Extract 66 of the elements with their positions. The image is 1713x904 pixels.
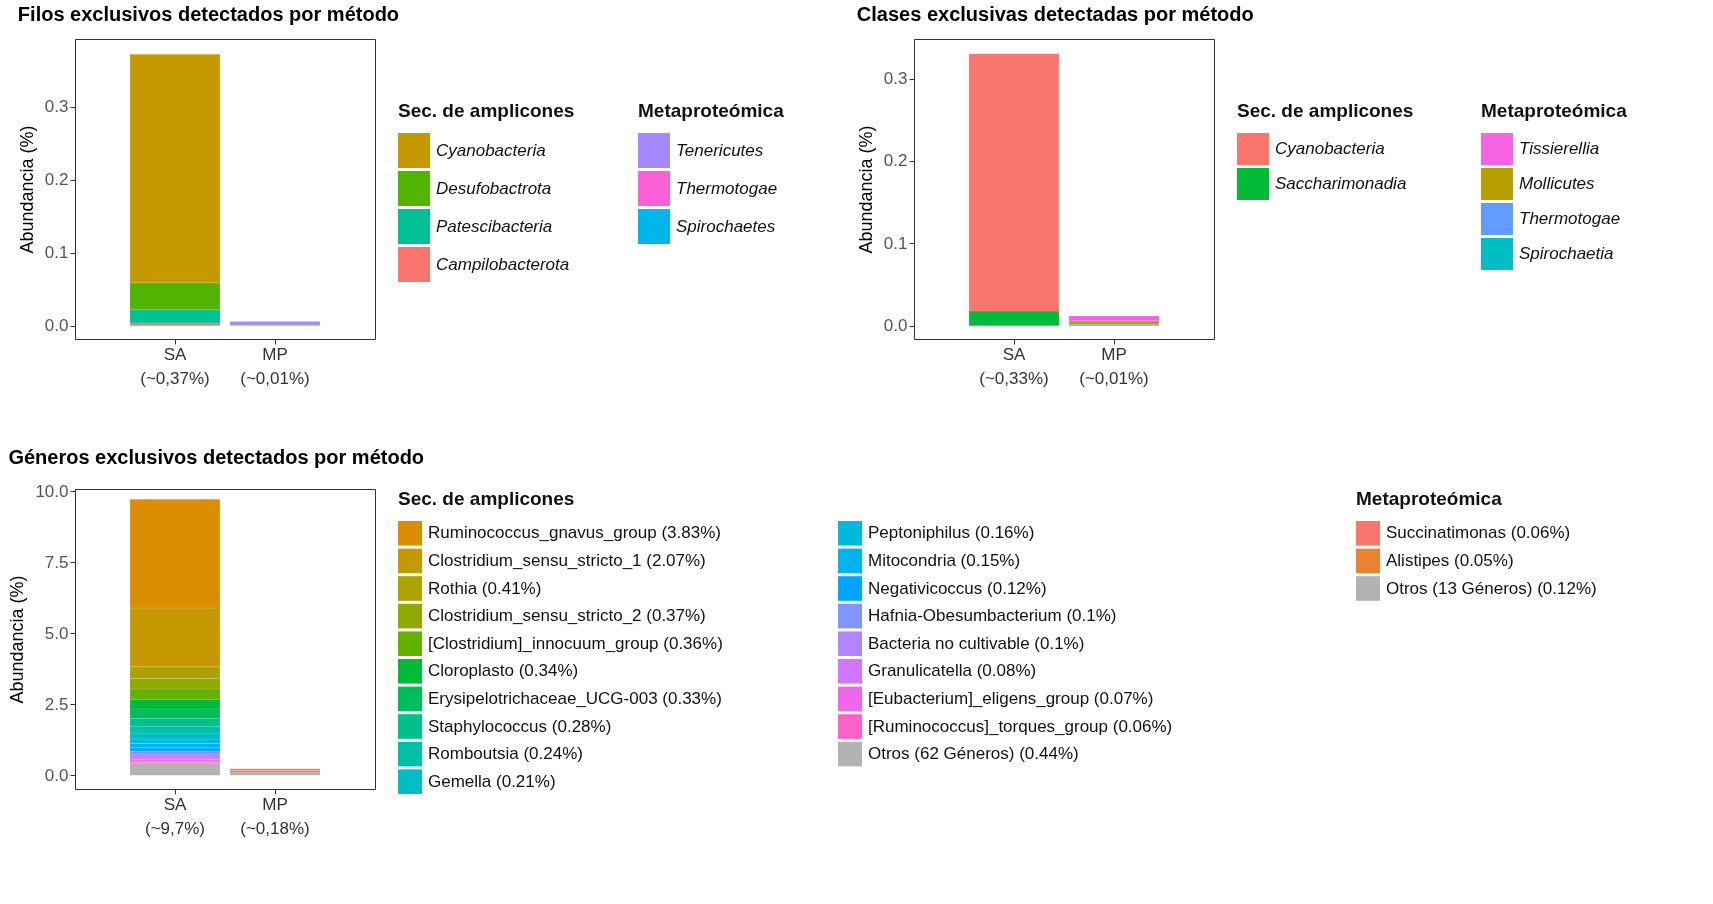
y-axis-title: Abundancia (%) — [16, 125, 37, 254]
legend-label: Spirochaetia — [1519, 244, 1614, 263]
legend-label: Alistipes (0.05%) — [1386, 550, 1514, 570]
chart-title: Géneros exclusivos detectados por método — [8, 445, 425, 468]
legend-label: Mollicutes — [1519, 174, 1596, 193]
y-tick-label: 0.0 — [44, 765, 69, 785]
y-tick-label: 0.1 — [44, 243, 69, 263]
y-tick-label: 0.2 — [44, 170, 69, 190]
chart-title: Filos exclusivos detectados por método — [17, 2, 400, 25]
legend-label: Gemella (0.21%) — [428, 771, 556, 791]
legend-label: Granulicatella (0.08%) — [868, 661, 1037, 681]
legend-label: Rothia (0.41%) — [428, 578, 542, 598]
legend-label: Desufobactrota — [436, 178, 552, 198]
legend-label: Ruminococcus_gnavus_group (3.83%) — [428, 523, 721, 543]
legend-label: Cloroplasto (0.34%) — [428, 661, 579, 681]
y-tick-label: 0.0 — [44, 316, 69, 336]
text: Metaproteómica — [1356, 488, 1502, 509]
legend-label: Spirochaetes — [676, 216, 776, 236]
text: Sec. de amplicones — [398, 488, 575, 509]
y-tick-label: 0.3 — [883, 69, 908, 89]
y-tick-label: 0.3 — [44, 97, 69, 117]
legend-label: Bacteria no cultivable (0.1%) — [868, 633, 1085, 653]
legend-label: Staphylococcus (0.28%) — [428, 716, 612, 736]
legend-label: Otros (62 Géneros) (0.44%) — [868, 744, 1079, 764]
legend-label: Saccharimonadia — [1275, 174, 1407, 193]
x-tick-label: MP (~0,01%) — [240, 344, 310, 388]
legend-label: Tissierellia — [1519, 139, 1600, 158]
y-tick-label: 0.2 — [883, 151, 908, 171]
x-tick-label: SA (~0,33%) — [979, 344, 1049, 388]
text: Metaproteómica — [638, 100, 784, 121]
y-tick-label: 0.1 — [883, 233, 908, 253]
legend-label: Erysipelotrichaceae_UCG-003 (0.33%) — [428, 688, 722, 708]
text: Sec. de amplicones — [1237, 100, 1414, 121]
legend-label: Cyanobacteria — [436, 140, 546, 160]
y-tick-label: 10.0 — [35, 481, 69, 501]
legend-label: Hafnia-Obesumbacterium (0.1%) — [868, 606, 1117, 626]
legend-label: [Clostridium]_innocuum_group (0.36%) — [428, 633, 723, 653]
y-tick-label: 7.5 — [44, 552, 69, 572]
x-tick-label: MP (~0,18%) — [240, 794, 310, 838]
legend-label: Romboutsia (0.24%) — [428, 744, 583, 764]
legend-label: Cyanobacteria — [1275, 139, 1385, 158]
x-tick-label: SA (~9,7%) — [145, 794, 205, 838]
x-tick-label: MP (~0,01%) — [1079, 344, 1149, 388]
chart-title: Clases exclusivas detectadas por método — [856, 2, 1254, 25]
legend-label: Negativicoccus (0.12%) — [868, 578, 1047, 598]
x-tick-label: SA (~0,37%) — [140, 344, 210, 388]
y-axis-title: Abundancia (%) — [7, 575, 28, 704]
legend-label: [Eubacterium]_eligens_group (0.07%) — [868, 688, 1154, 708]
legend-label: Succinatimonas (0.06%) — [1386, 523, 1571, 543]
text: Sec. de amplicones — [398, 100, 575, 121]
y-tick-label: 2.5 — [44, 694, 69, 714]
legend-label: [Ruminococcus]_torques_group (0.06%) — [868, 716, 1173, 736]
text: Metaproteómica — [1481, 100, 1627, 121]
legend-label: Peptoniphilus (0.16%) — [868, 523, 1035, 543]
legend-label: Clostridium_sensu_stricto_1 (2.07%) — [428, 550, 706, 570]
legend-label: Tenericutes — [676, 140, 764, 160]
y-tick-label: 5.0 — [44, 623, 69, 643]
legend-label: Thermotogae — [676, 178, 778, 198]
legend-label: Thermotogae — [1519, 209, 1621, 228]
legend-label: Mitocondria (0.15%) — [868, 550, 1021, 570]
y-tick-label: 0.0 — [883, 316, 908, 336]
legend-label: Campilobacterota — [436, 254, 570, 274]
legend-label: Patescibacteria — [436, 216, 553, 236]
legend-label: Otros (13 Géneros) (0.12%) — [1386, 578, 1597, 598]
y-axis-title: Abundancia (%) — [855, 125, 876, 254]
legend-label: Clostridium_sensu_stricto_2 (0.37%) — [428, 606, 706, 626]
